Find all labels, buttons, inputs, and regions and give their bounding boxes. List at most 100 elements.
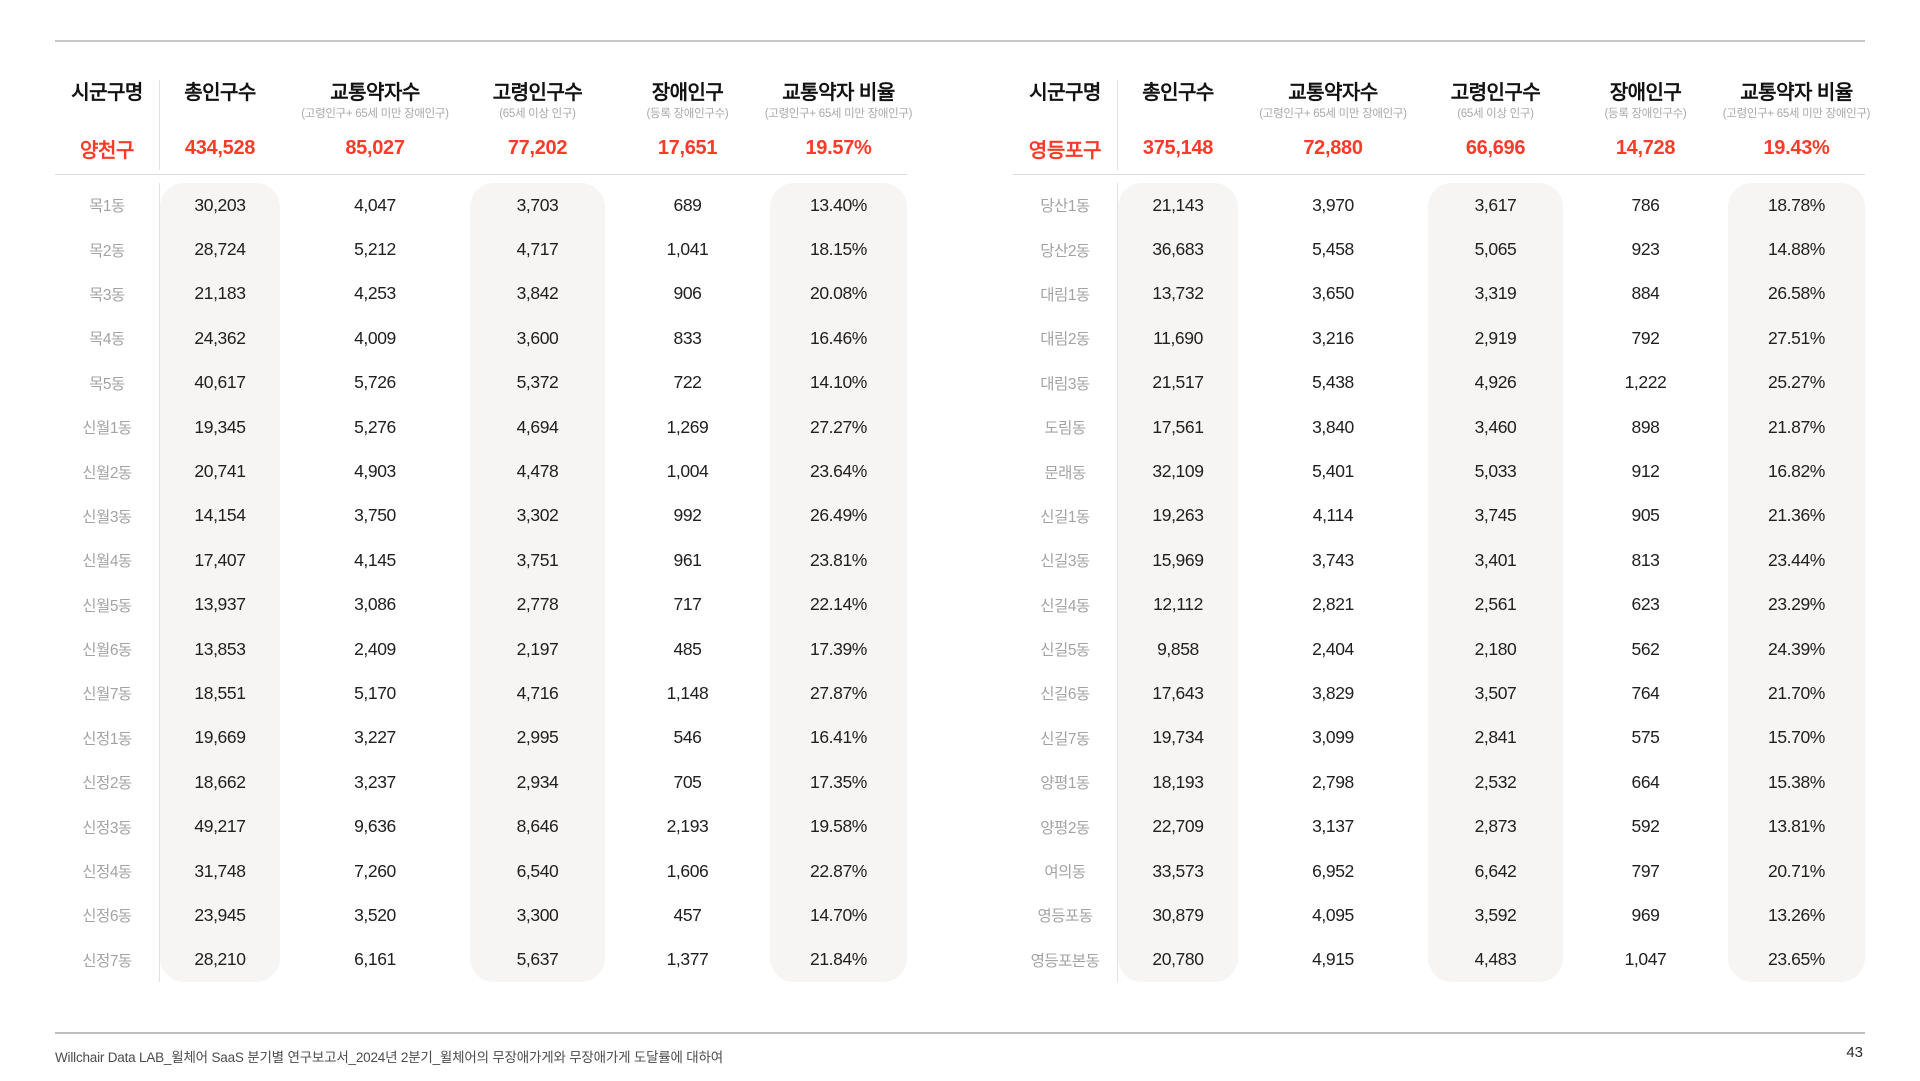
- value-cell: 813: [1631, 549, 1660, 570]
- district-name-cell: 목2동: [55, 227, 160, 272]
- value-cell: 40,617: [160, 360, 280, 405]
- value-cell: 23.81%: [770, 538, 907, 583]
- table-row: 신길3동 15,969 3,743 3,401 813 23.44%: [1013, 538, 1865, 583]
- value-cell: 14.88%: [1728, 227, 1865, 272]
- table-row: 신월2동 20,741 4,903 4,478 1,004 23.64%: [55, 449, 907, 494]
- value-cell: 2,180: [1428, 626, 1563, 672]
- value-cell: 5,726: [354, 372, 396, 393]
- column-sublabel: (고령인구+ 65세 미만 장애인구): [301, 108, 449, 120]
- district-name-cell: 신월5동: [55, 582, 160, 627]
- district-name-cell: 신정3동: [55, 804, 160, 849]
- value-cell: 4,145: [354, 549, 396, 570]
- footer-rule: [55, 1032, 1865, 1034]
- district-name-cell: 영등포동: [1013, 893, 1118, 938]
- value-cell: 5,401: [1312, 461, 1354, 482]
- value-cell: 969: [1631, 904, 1660, 925]
- district-name-cell: 당산2동: [1013, 227, 1118, 272]
- summary-value: 375,148: [1142, 136, 1214, 159]
- table-row: 영등포동 30,879 4,095 3,592 969 13.26%: [1013, 893, 1865, 938]
- value-cell: 3,460: [1428, 404, 1563, 450]
- summary-value: 85,027: [345, 136, 405, 159]
- value-cell: 3,401: [1428, 538, 1563, 583]
- value-cell: 5,276: [354, 416, 396, 437]
- table-row: 대림1동 13,732 3,650 3,319 884 26.58%: [1013, 271, 1865, 317]
- value-cell: 20,780: [1118, 937, 1238, 983]
- summary-value: 19.43%: [1763, 136, 1830, 159]
- value-cell: 19,263: [1118, 493, 1238, 539]
- value-cell: 18,551: [160, 671, 280, 716]
- summary-value: 66,696: [1465, 136, 1526, 159]
- value-cell: 6,540: [470, 848, 605, 894]
- value-cell: 5,458: [1312, 239, 1354, 260]
- column-header-total-population: 총인구수: [1118, 80, 1238, 126]
- value-cell: 17.35%: [770, 760, 907, 805]
- value-cell: 705: [673, 771, 702, 792]
- district-name-cell: 영등포본동: [1013, 937, 1118, 983]
- district-total-name: 양천구: [55, 126, 160, 170]
- value-cell: 575: [1631, 727, 1660, 748]
- district-name-cell: 목4동: [55, 316, 160, 361]
- table-row: 목4동 24,362 4,009 3,600 833 16.46%: [55, 316, 907, 361]
- table-row: 목3동 21,183 4,253 3,842 906 20.08%: [55, 271, 907, 317]
- value-cell: 689: [673, 194, 702, 215]
- district-name-cell: 신길1동: [1013, 493, 1118, 539]
- value-cell: 23.29%: [1728, 582, 1865, 627]
- table-row: 신정6동 23,945 3,520 3,300 457 14.70%: [55, 893, 907, 938]
- table-row: 신길5동 9,858 2,404 2,180 562 24.39%: [1013, 626, 1865, 672]
- value-cell: 2,841: [1428, 715, 1563, 761]
- value-cell: 3,650: [1312, 283, 1354, 304]
- value-cell: 4,478: [470, 449, 605, 494]
- value-cell: 19,345: [160, 404, 280, 450]
- value-cell: 3,745: [1428, 493, 1563, 539]
- value-cell: 4,717: [470, 227, 605, 272]
- value-cell: 3,237: [354, 771, 396, 792]
- summary-value: 17,651: [657, 136, 718, 159]
- column-header-transport-vulnerable: 교통약자수 (고령인구+ 65세 미만 장애인구): [1238, 80, 1428, 126]
- column-sublabel: (고령인구+ 65세 미만 장애인구): [1722, 108, 1871, 120]
- table-row: 영등포본동 20,780 4,915 4,483 1,047 23.65%: [1013, 937, 1865, 983]
- value-cell: 2,193: [666, 816, 709, 837]
- value-cell: 1,004: [666, 461, 709, 482]
- table-row: 신정4동 31,748 7,260 6,540 1,606 22.87%: [55, 848, 907, 894]
- value-cell: 4,483: [1428, 937, 1563, 983]
- value-cell: 3,302: [470, 493, 605, 539]
- summary-value: 14,728: [1615, 136, 1676, 159]
- district-name-cell: 신정2동: [55, 760, 160, 805]
- value-cell: 21.87%: [1728, 404, 1865, 450]
- value-cell: 764: [1631, 682, 1660, 703]
- district-table-yeongdeungpo: 시군구명 총인구수 교통약자수 (고령인구+ 65세 미만 장애인구) 고령인구…: [1013, 70, 1871, 983]
- value-cell: 2,561: [1428, 582, 1563, 627]
- district-total-name: 영등포구: [1013, 126, 1118, 170]
- value-cell: 18.15%: [770, 227, 907, 272]
- value-cell: 13,853: [160, 626, 280, 672]
- column-sublabel: (65세 이상 인구): [499, 108, 576, 120]
- value-cell: 49,217: [160, 804, 280, 849]
- value-cell: 3,970: [1312, 194, 1354, 215]
- value-cell: 786: [1631, 194, 1660, 215]
- value-cell: 546: [673, 727, 702, 748]
- table-row: 목5동 40,617 5,726 5,372 722 14.10%: [55, 360, 907, 405]
- value-cell: 9,636: [354, 816, 396, 837]
- value-cell: 4,926: [1428, 360, 1563, 405]
- value-cell: 27.27%: [770, 404, 907, 450]
- value-cell: 17,407: [160, 538, 280, 583]
- table-row: 신정1동 19,669 3,227 2,995 546 16.41%: [55, 715, 907, 761]
- district-name-cell: 당산1동: [1013, 183, 1118, 228]
- district-name-cell: 목3동: [55, 271, 160, 317]
- column-header-disabled: 장애인구 (등록 장애인구수): [605, 80, 770, 126]
- value-cell: 6,642: [1428, 848, 1563, 894]
- value-cell: 5,637: [470, 937, 605, 983]
- value-cell: 2,934: [470, 760, 605, 805]
- table-header-row: 시군구명 총인구수 교통약자수 (고령인구+ 65세 미만 장애인구) 고령인구…: [55, 70, 913, 126]
- table-row: 여의동 33,573 6,952 6,642 797 20.71%: [1013, 848, 1865, 894]
- column-label: 시군구명: [1029, 82, 1101, 104]
- value-cell: 4,915: [1312, 949, 1354, 970]
- value-cell: 36,683: [1118, 227, 1238, 272]
- value-cell: 4,253: [354, 283, 396, 304]
- table-row: 신월3동 14,154 3,750 3,302 992 26.49%: [55, 493, 907, 539]
- value-cell: 797: [1631, 860, 1660, 881]
- district-name-cell: 여의동: [1013, 848, 1118, 894]
- value-cell: 30,203: [160, 183, 280, 228]
- value-cell: 2,798: [1312, 771, 1354, 792]
